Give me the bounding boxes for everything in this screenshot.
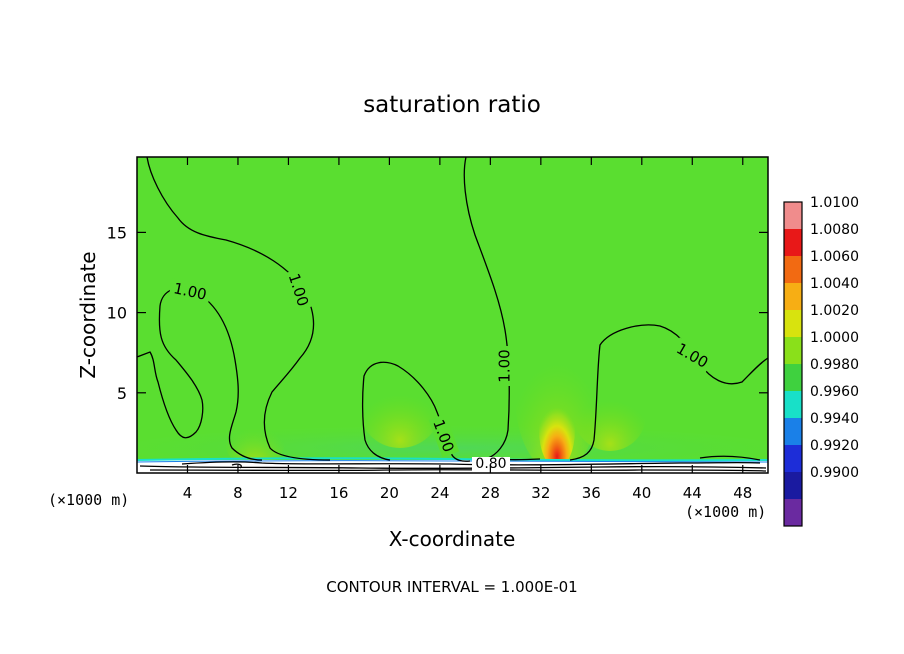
x-tick-label: 40 — [632, 484, 651, 502]
colorbar-level-label: 0.9980 — [810, 357, 859, 373]
contour-line — [137, 287, 263, 461]
x-tick-label: 44 — [683, 484, 702, 502]
surface-blue-edge — [137, 460, 768, 463]
contour-line — [181, 461, 761, 466]
x-tick-label: 20 — [380, 484, 399, 502]
contour-label: 0.80 — [472, 456, 510, 472]
y-tick-label: 10 — [107, 304, 127, 323]
colorbar-swatch — [784, 445, 802, 472]
x-unit-label-left: (×1000 m) — [48, 491, 129, 509]
x-tick-label: 16 — [329, 484, 348, 502]
colorbar-swatch — [784, 202, 802, 229]
chart-title: saturation ratio — [363, 92, 541, 118]
colorbar-swatch — [784, 472, 802, 499]
colorbar-swatch — [784, 364, 802, 391]
colorbar-swatch — [784, 418, 802, 445]
contour-line — [231, 463, 242, 469]
contour-labels: 1.00 1.00 1.00 1.00 1.00 0.80 — [168, 267, 715, 472]
colorbar-swatch — [784, 499, 802, 526]
colorbar-swatch — [784, 391, 802, 418]
colorbar-level-label: 1.0100 — [810, 195, 859, 211]
x-tick-label: 32 — [531, 484, 550, 502]
colorbar-level-label: 0.9900 — [810, 465, 859, 481]
colorbar-level-label: 1.0060 — [810, 249, 859, 265]
plot-frame — [136, 156, 769, 474]
contour-lines — [137, 157, 768, 472]
colorbar-level-label: 0.9960 — [810, 384, 859, 400]
x-unit-label-right: (×1000 m) — [685, 503, 766, 521]
contour-interval-note: CONTOUR INTERVAL = 1.000E-01 — [326, 578, 577, 596]
colorbar-swatch — [784, 256, 802, 283]
colorbar-swatch — [784, 337, 802, 364]
x-axis-ticks: 4 8 12 16 20 24 28 32 36 40 44 48 — [183, 157, 752, 502]
y-axis-ticks: 5 10 15 — [107, 223, 768, 403]
y-tick-label: 5 — [117, 384, 127, 403]
x-tick-label: 24 — [430, 484, 449, 502]
contour-label: 1.00 — [495, 346, 514, 386]
surface-cyan-edge — [137, 457, 768, 462]
contour-line — [699, 455, 761, 461]
x-tick-label: 36 — [582, 484, 601, 502]
svg-text:1.00: 1.00 — [496, 349, 514, 382]
x-tick-label: 8 — [233, 484, 243, 502]
contour-line — [146, 157, 331, 461]
colorbar-swatch — [784, 310, 802, 337]
colorbar-level-label: 1.0020 — [810, 303, 859, 319]
x-tick-label: 48 — [733, 484, 752, 502]
contour-line — [361, 361, 471, 462]
x-tick-label: 12 — [279, 484, 298, 502]
contour-line — [569, 324, 768, 461]
colorbar-swatch — [784, 283, 802, 310]
colorbar-level-label: 1.0040 — [810, 276, 859, 292]
colorbar-level-label: 0.9940 — [810, 411, 859, 427]
plot-field: 1.00 1.00 1.00 1.00 1.00 0.80 — [137, 157, 768, 473]
x-tick-label: 28 — [481, 484, 500, 502]
colorbar: 1.0100 1.0080 1.0060 1.0040 1.0020 1.0000 0.99… — [783, 195, 859, 527]
colorbar-level-label: 1.0080 — [810, 222, 859, 238]
y-tick-label: 15 — [107, 223, 127, 242]
y-axis-label: Z-coordinate — [76, 251, 100, 378]
x-tick-label: 4 — [183, 484, 193, 502]
hotspot — [539, 392, 575, 468]
colorbar-frame — [783, 201, 803, 527]
colorbar-swatch — [784, 229, 802, 256]
warm-patch-2 — [360, 372, 440, 448]
svg-text:0.80: 0.80 — [475, 456, 506, 472]
colorbar-level-label: 0.9920 — [810, 438, 859, 454]
x-axis-label: X-coordinate — [389, 527, 516, 551]
colorbar-level-label: 1.0000 — [810, 330, 859, 346]
